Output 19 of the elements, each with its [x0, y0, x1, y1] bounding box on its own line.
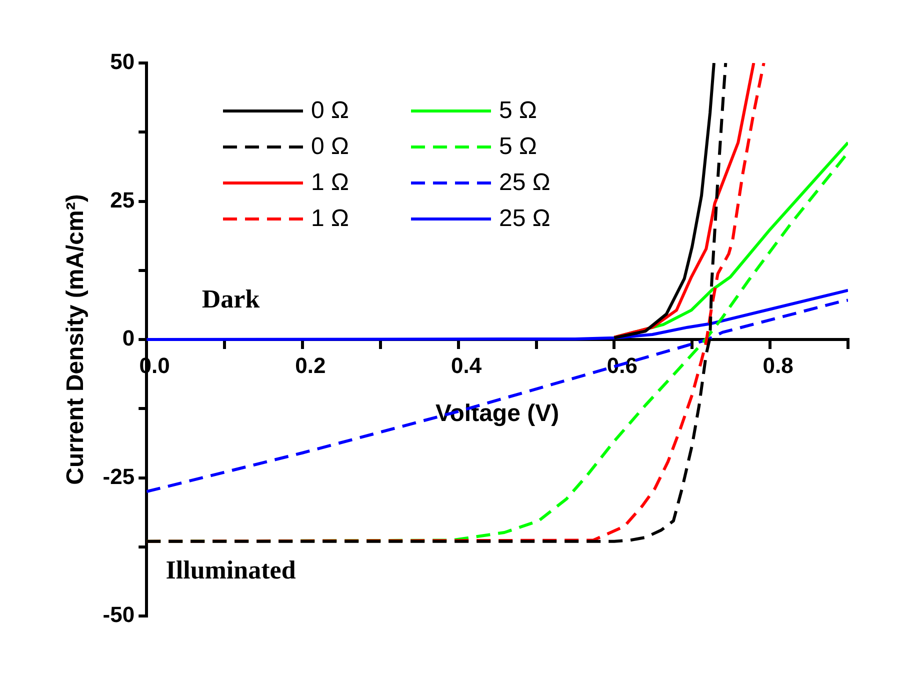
x-tick-label: 0.2	[295, 352, 326, 378]
legend-label: 0 Ω	[311, 97, 350, 125]
legend-label: 1 Ω	[311, 169, 350, 197]
y-tick-label: 50	[110, 49, 135, 74]
legend-label: 25 Ω	[499, 169, 552, 197]
y-tick-label: -25	[102, 464, 135, 489]
y-tick-label: 0	[122, 326, 135, 351]
legend-label: 25 Ω	[499, 205, 552, 233]
y-tick-label: -50	[102, 602, 135, 628]
legend-label: 5 Ω	[499, 133, 538, 161]
x-tick-label: 0.4	[451, 352, 482, 378]
legend-label: 0 Ω	[311, 133, 350, 161]
legend-label: 1 Ω	[311, 205, 350, 233]
y-axis-title: Current Density (mA/cm²)	[62, 194, 90, 485]
annotation: Dark	[202, 284, 260, 314]
annotation: Illuminated	[166, 555, 296, 584]
legend-label: 5 Ω	[499, 97, 538, 125]
y-tick-label: 25	[110, 187, 135, 212]
x-tick-label: 0.8	[762, 352, 794, 378]
